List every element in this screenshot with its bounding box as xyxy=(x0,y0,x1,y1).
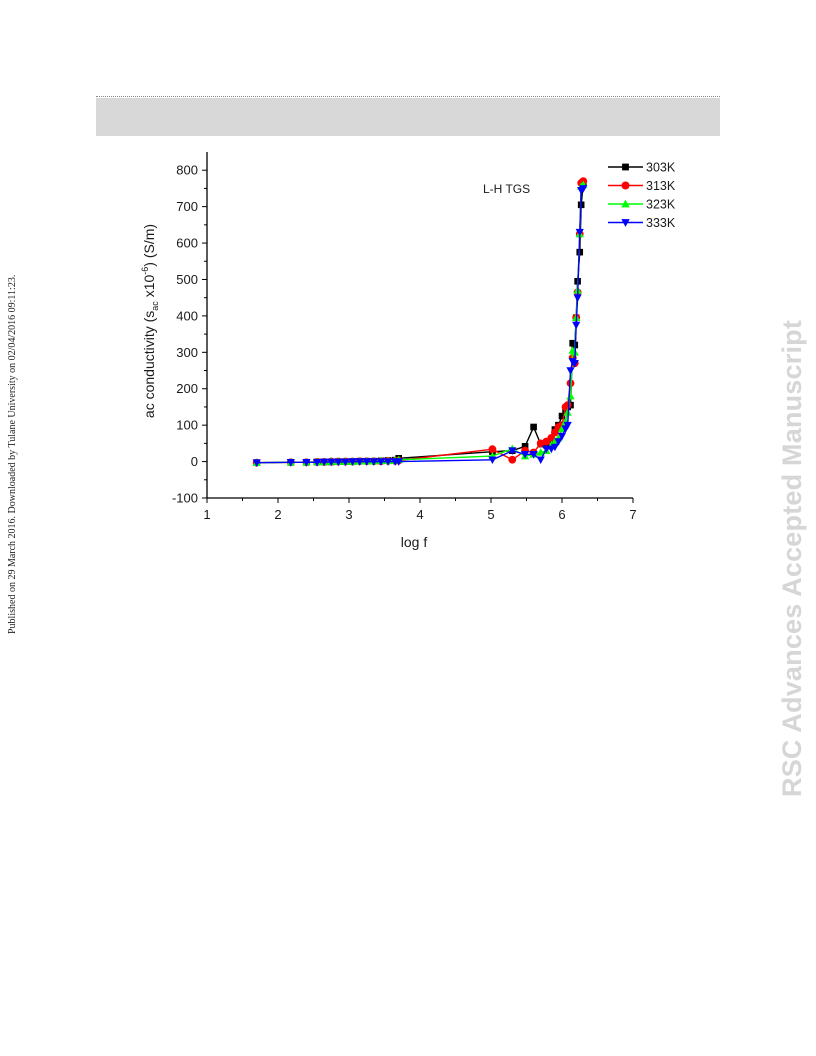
legend-item-323K: 323K xyxy=(608,198,676,212)
data-point-333K xyxy=(573,294,582,302)
data-point-333K xyxy=(566,367,575,375)
accepted-manuscript-watermark: RSC Advances Accepted Manuscript xyxy=(777,319,807,797)
data-point-333K xyxy=(529,450,538,459)
data-point-333K xyxy=(286,459,295,467)
y-tick-label: 600 xyxy=(176,236,198,251)
data-point-333K xyxy=(488,456,497,465)
legend-label: 313K xyxy=(646,179,676,193)
legend-item-333K: 333K xyxy=(608,216,676,230)
x-tick-label: 5 xyxy=(487,507,494,522)
data-point-313K xyxy=(563,401,572,410)
data-point-333K xyxy=(550,443,559,452)
data-point-333K xyxy=(252,459,261,467)
chart-figure: 1 2 3 4 5 6 7 -100 0 100 200 300 400 500 600 700 800 L-H… xyxy=(96,136,720,580)
data-point-333K xyxy=(327,458,336,467)
x-axis-label: log f xyxy=(401,534,428,550)
y-tick-label: 400 xyxy=(176,308,198,323)
y-tick-label: 200 xyxy=(176,381,198,396)
x-tick-label: 7 xyxy=(629,507,636,522)
data-point-313K xyxy=(488,445,497,454)
series-layer xyxy=(252,177,588,467)
data-point-333K xyxy=(320,458,329,467)
y-tick-label: -100 xyxy=(172,491,198,506)
series-323K xyxy=(252,180,588,466)
series-333K xyxy=(252,185,588,467)
y-axis-label-sup: -6 xyxy=(140,267,150,275)
x-tick-label: 1 xyxy=(203,507,210,522)
data-point-333K xyxy=(355,458,364,466)
x-tick-label: 6 xyxy=(558,507,565,522)
series-line-323K xyxy=(256,184,584,464)
y-tick-label: 0 xyxy=(191,454,198,469)
data-point-333K xyxy=(334,458,343,467)
data-point-333K xyxy=(383,458,393,466)
x-tick-label: 4 xyxy=(416,507,423,522)
y-axis-label-main: ac conductivity (s xyxy=(141,311,157,418)
legend: 303K 313K 323K 333K xyxy=(608,161,676,230)
data-point-333K xyxy=(369,458,378,466)
chart-annotation: L-H TGS xyxy=(483,182,530,196)
data-point-323K xyxy=(566,391,575,400)
data-point-303K xyxy=(558,412,566,420)
data-point-333K xyxy=(536,456,545,465)
data-point-313K xyxy=(508,455,517,464)
data-point-333K xyxy=(557,432,567,441)
legend-marker xyxy=(621,181,630,190)
data-point-333K xyxy=(362,458,371,466)
data-point-333K xyxy=(575,228,584,237)
legend-label: 303K xyxy=(646,161,676,175)
y-tick-label: 300 xyxy=(176,345,198,360)
data-point-333K xyxy=(554,438,563,446)
series-line-303K xyxy=(256,182,584,464)
series-303K xyxy=(253,179,587,466)
data-point-333K xyxy=(520,450,530,459)
legend-item-303K: 303K xyxy=(608,161,676,175)
legend-label: 333K xyxy=(646,216,676,230)
legend-marker xyxy=(621,219,630,227)
legend-marker xyxy=(622,163,629,171)
y-axis-label-mid: x10 xyxy=(141,275,157,302)
data-point-333K xyxy=(572,321,581,330)
y-tick-label: 700 xyxy=(176,199,198,214)
data-point-333K xyxy=(312,459,322,467)
data-point-333K xyxy=(341,458,350,467)
figure-header-band xyxy=(96,98,720,136)
legend-label: 323K xyxy=(646,198,676,212)
series-line-313K xyxy=(256,180,584,464)
chart-svg: 1 2 3 4 5 6 7 -100 0 100 200 300 400 500 600 700 800 L-H… xyxy=(140,152,676,550)
series-line-333K xyxy=(256,187,584,464)
data-point-333K xyxy=(348,458,357,466)
y-axis-label-sub: ac xyxy=(150,301,160,311)
data-point-333K xyxy=(508,447,517,455)
y-axis-label-unit: ) (S/m) xyxy=(141,224,157,267)
data-point-333K xyxy=(394,458,403,466)
data-point-333K xyxy=(579,185,588,193)
y-tick-label: 100 xyxy=(176,418,198,433)
y-tick-label: 800 xyxy=(176,163,198,178)
data-point-333K xyxy=(376,458,386,466)
x-tick-label: 3 xyxy=(345,507,352,522)
data-point-333K xyxy=(302,459,311,467)
data-point-303K xyxy=(530,423,537,431)
top-rule-divider xyxy=(96,96,720,97)
data-point-333K xyxy=(570,359,579,368)
data-point-333K xyxy=(563,421,572,430)
legend-marker xyxy=(621,199,630,208)
legend-item-313K: 313K xyxy=(608,179,676,193)
x-tick-label: 2 xyxy=(274,507,281,522)
series-313K xyxy=(252,177,588,467)
y-axis-label: ac conductivity (sac x10-6) (S/m) xyxy=(140,224,160,418)
y-tick-label: 500 xyxy=(176,272,198,287)
data-point-303K xyxy=(521,442,529,450)
publication-side-note: Published on 29 March 2016. Downloaded b… xyxy=(7,274,18,634)
axes-layer: 1 2 3 4 5 6 7 -100 0 100 200 300 400 500 600 700 800 xyxy=(172,152,637,522)
